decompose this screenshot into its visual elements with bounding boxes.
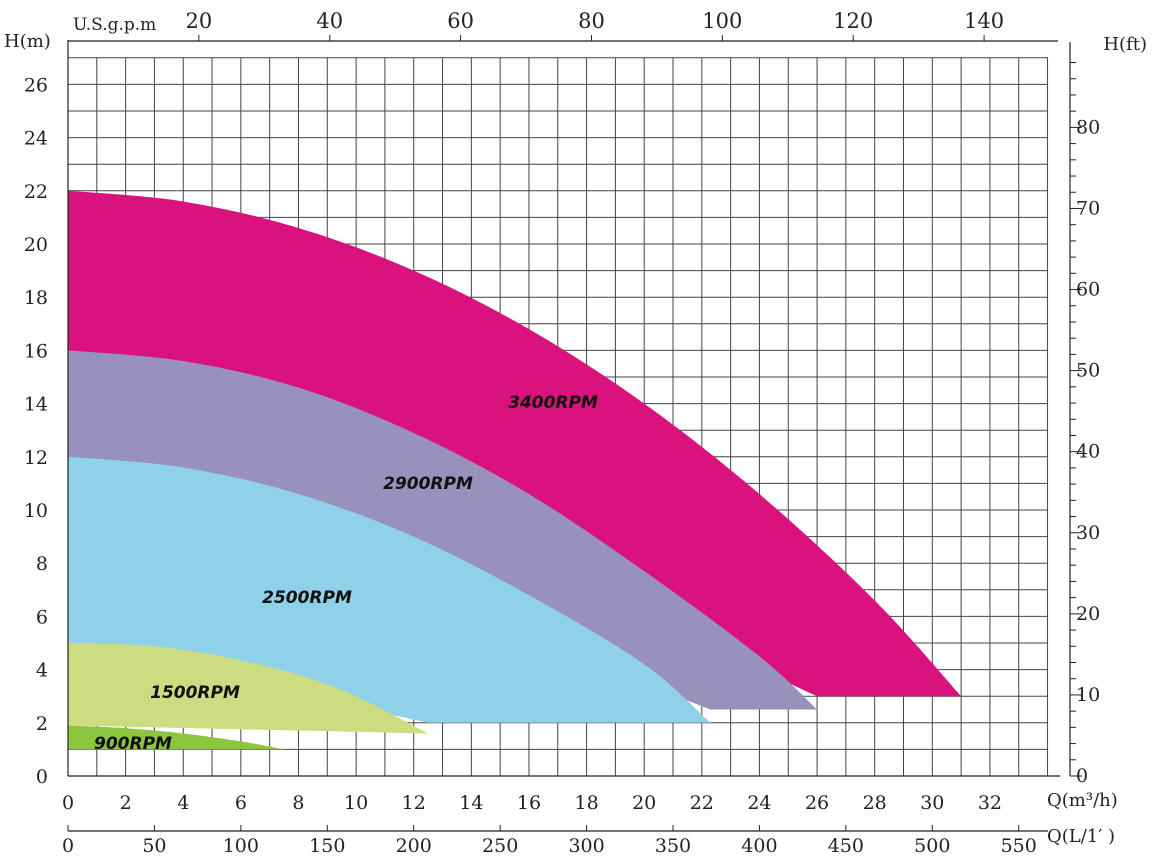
x-bottom-tick-label: 4 <box>177 792 189 814</box>
x-bottom2-tick-label: 450 <box>828 835 864 857</box>
x-top-tick-label: 20 <box>186 9 213 33</box>
x-bottom-tick-label: 12 <box>402 792 426 814</box>
y-right-tick-label: 20 <box>1076 603 1100 625</box>
y-left-tick-label: 8 <box>36 553 48 575</box>
y-left-tick-label: 14 <box>24 394 48 416</box>
x-bottom-tick-label: 16 <box>517 792 541 814</box>
x-bottom2-tick-label: 50 <box>142 835 166 857</box>
x-bottom-tick-label: 22 <box>690 792 714 814</box>
x-top-tick-label: 40 <box>316 9 343 33</box>
x-top-tick-label: 120 <box>833 9 873 33</box>
y-left-tick-label: 2 <box>36 713 48 735</box>
y-left-tick-label: 18 <box>24 287 48 309</box>
x-bottom2-tick-label: 550 <box>1001 835 1037 857</box>
y-axis-left-label: H(m) <box>4 31 51 52</box>
y-left-tick-label: 16 <box>24 340 48 362</box>
y-left-tick-label: 22 <box>24 181 48 203</box>
x-bottom-tick-label: 18 <box>574 792 598 814</box>
y-left-tick-label: 12 <box>24 447 48 469</box>
x-bottom-tick-label: 24 <box>747 792 771 814</box>
x-top-tick-label: 100 <box>702 9 742 33</box>
x-top-tick-label: 60 <box>447 9 474 33</box>
y-left-tick-label: 4 <box>36 660 48 682</box>
x-bottom-tick-label: 14 <box>459 792 483 814</box>
y-left-tick-label: 10 <box>24 500 48 522</box>
x-bottom2-tick-label: 400 <box>741 835 777 857</box>
x-bottom-tick-label: 2 <box>120 792 132 814</box>
y-left-tick-label: 24 <box>24 128 48 150</box>
y-left-tick-label: 20 <box>24 234 48 256</box>
x-bottom2-tick-label: 200 <box>396 835 432 857</box>
x-bottom-tick-label: 6 <box>235 792 247 814</box>
x-bottom-tick-label: 32 <box>978 792 1002 814</box>
band-labels: 3400RPM 2900RPM 2500RPM 1500RPM 900RPM <box>94 393 598 754</box>
band-2500rpm <box>68 456 711 723</box>
x-bottom-tick-label: 20 <box>632 792 656 814</box>
band-900rpm <box>68 725 285 750</box>
x-bottom-tick-label: 26 <box>805 792 829 814</box>
y-axis-right-label: H(ft) <box>1103 34 1147 55</box>
x-bottom2-tick-label: 500 <box>914 835 950 857</box>
x-bottom2-tick-label: 250 <box>482 835 518 857</box>
y-right-tick-label: 30 <box>1076 522 1100 544</box>
x-bottom-tick-label: 10 <box>344 792 368 814</box>
x-bottom-tick-label: 8 <box>292 792 304 814</box>
y-right-tick-label: 0 <box>1076 765 1088 787</box>
x-bottom-tick-label: 28 <box>863 792 887 814</box>
band-label-900rpm: 900RPM <box>94 734 172 754</box>
band-label-3400rpm: 3400RPM <box>508 393 598 413</box>
x-bottom2-tick-label: 0 <box>62 835 74 857</box>
y-right-tick-label: 70 <box>1076 197 1100 219</box>
rpm-bands <box>68 190 962 750</box>
x-bottom2-tick-label: 350 <box>655 835 691 857</box>
band-label-1500rpm: 1500RPM <box>150 683 240 703</box>
y-left-tick-label: 0 <box>36 766 48 788</box>
chart-axes <box>67 40 1071 832</box>
x-axis-top-label: U.S.g.p.m <box>73 15 156 35</box>
x-bottom2-tick-label: 300 <box>568 835 604 857</box>
x-bottom-tick-label: 30 <box>920 792 944 814</box>
y-right-tick-label: 50 <box>1076 360 1100 382</box>
y-right-tick-label: 10 <box>1076 684 1100 706</box>
y-right-tick-label: 80 <box>1076 116 1100 138</box>
band-label-2500rpm: 2500RPM <box>262 588 352 608</box>
x-bottom2-tick-label: 150 <box>309 835 345 857</box>
y-left-tick-label: 6 <box>36 606 48 628</box>
x-bottom2-tick-label: 100 <box>223 835 259 857</box>
y-right-tick-label: 40 <box>1076 441 1100 463</box>
band-2900rpm <box>68 350 818 710</box>
band-3400rpm <box>68 190 962 697</box>
x-axis-bottom-label: Q(m³/h) <box>1047 790 1118 811</box>
x-axis-bottom2-label: Q(L/1′ ) <box>1047 826 1115 847</box>
band-1500rpm <box>68 643 429 734</box>
y-left-tick-label: 26 <box>24 74 48 96</box>
x-top-tick-label: 140 <box>964 9 1004 33</box>
x-top-tick-label: 80 <box>578 9 605 33</box>
band-label-2900rpm: 2900RPM <box>383 474 473 494</box>
x-bottom-tick-label: 0 <box>62 792 74 814</box>
y-right-tick-label: 60 <box>1076 279 1100 301</box>
